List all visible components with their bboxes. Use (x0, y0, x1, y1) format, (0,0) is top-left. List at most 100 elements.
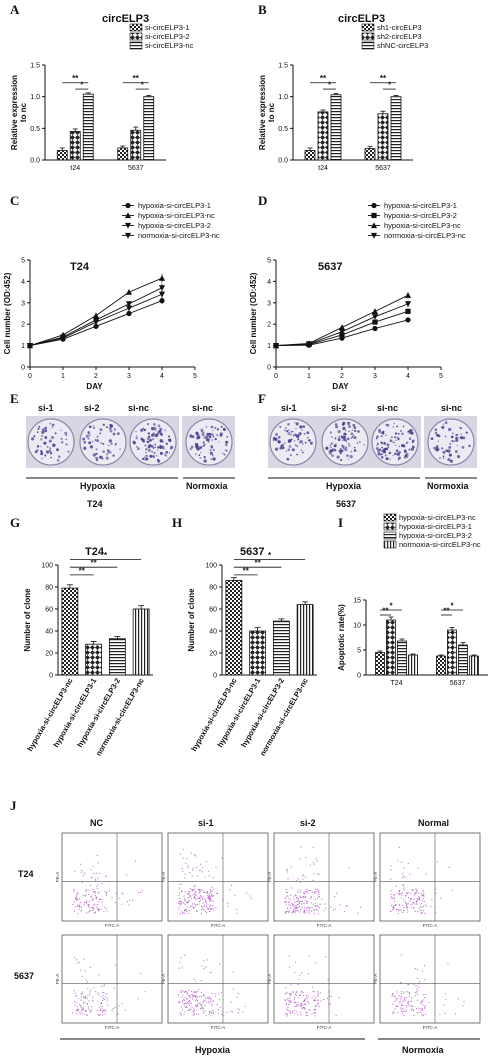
colony-dish-e-4-colony-20 (223, 453, 226, 456)
bar-H-3 (296, 604, 314, 676)
flow-plot-0-3-dot-50 (390, 897, 392, 900)
flow-plot-0-3-dot-29 (423, 892, 425, 894)
colony-dish-f-2-rim (321, 418, 369, 466)
flow-plot-0-1-ylabel: PE-A (161, 872, 166, 883)
flow-plot-1-3-dot-100 (414, 995, 416, 997)
flow-plot-0-2-dot-122 (306, 911, 308, 913)
colony-dish-e-4-colony-52 (197, 435, 201, 439)
flow-plot-1-3-dot-40 (416, 994, 419, 996)
colony-dish-e-1-colony-26 (60, 437, 63, 440)
flow-plot-1-2-dot-29 (286, 999, 288, 1001)
flow-plot-0-1-dot-106 (191, 875, 193, 877)
flow-plot-1-2-dot-43 (290, 1001, 292, 1003)
flow-plot-0-0-dot-28 (84, 895, 86, 897)
flow-plot-1-1-dot-164 (183, 1004, 185, 1006)
colony-dish-e-2-colony-28 (109, 429, 113, 433)
colony-dish-f-2-colony-47 (351, 429, 353, 432)
flow-plot-0-3-dot-65 (400, 897, 402, 899)
flow-plot-1-2-dot-90 (293, 1001, 295, 1003)
colony-dish-f-2-colony-50 (350, 450, 353, 453)
flow-plot-0-1-dot-203 (184, 900, 186, 902)
bar-G-2 (108, 638, 126, 676)
flow-plot-1-3-dot-51 (421, 1009, 423, 1011)
colony-dish-f-2-colony-34 (353, 449, 357, 452)
flow-plot-1-3-dot-14 (396, 1005, 398, 1007)
flow-plot-1-2-dot-82 (289, 1011, 291, 1013)
flow-plot-0-0-dot-103 (88, 900, 91, 903)
point-C-0-3 (126, 310, 132, 317)
flow-plot-0-1-dot-107 (193, 888, 195, 890)
flow-plot-1-1-dot-79 (183, 990, 185, 992)
colony-dish-e-3-colony-20 (149, 454, 153, 458)
flow-plot-1-3-dot-73 (398, 995, 400, 997)
flow-plot-1-2-dot-5 (319, 992, 321, 994)
colony-dish-e-4-colony-60 (203, 459, 207, 463)
flow-plot-0-2-dot-69 (318, 906, 320, 909)
flow-plot-0-3-ylabel: PE-A (373, 872, 378, 883)
colony-dish-f-2-colony-69 (341, 444, 343, 447)
flow-plot-1-0-dot-6 (76, 1013, 78, 1015)
flow-plot-0-1-dot-36 (188, 893, 191, 895)
flow-plot-1-0-dot-91 (89, 989, 91, 991)
colony-dish-f-1-colony-34 (283, 442, 286, 444)
colony-dish-e-4-colony-21 (226, 435, 229, 438)
colony-dish-f-3-colony-5 (385, 457, 389, 461)
colony-dish-f-2-colony-59 (345, 440, 347, 442)
flow-plot-0-1-dot-212 (198, 897, 200, 899)
flow-plot-1-2-dot-113 (286, 1015, 288, 1017)
flow-plot-0-3-dot-55 (392, 909, 394, 911)
bar-I-0-0 (375, 652, 385, 676)
flow-plot-0-2-dot-16 (295, 904, 297, 906)
colony-dish-f-3-colony-83 (377, 435, 379, 437)
colony-dish-f-3-colony-86 (402, 425, 405, 428)
flow-plot-1-0-dot-4 (82, 1002, 85, 1005)
flow-plot-0-1-dot-206 (210, 900, 212, 902)
flow-plot-1-1-dot-56 (193, 991, 195, 993)
flow-plot-1-3-dot-2 (418, 981, 421, 983)
flow-plot-1-2-dot-74 (314, 997, 316, 999)
flow-plot-0-1-dot-14 (188, 891, 191, 893)
flow-plot-0-1-dot-48 (196, 910, 198, 912)
flow-plot-0-1-dot-37 (205, 905, 208, 908)
colony-dish-e-3-colony-74 (170, 447, 172, 450)
flow-plot-1-0-dot-75 (76, 1006, 78, 1008)
y-tick-label-B-2: 1.0 (278, 94, 288, 101)
flow-plot-0-0-dot-91 (93, 904, 95, 906)
flow-plot-0-1-dot-4 (227, 905, 229, 908)
colony-dish-e-2-colony-52 (109, 427, 112, 430)
colony-dish-e-3-colony-50 (150, 426, 155, 431)
flow-plot-1-2-dot-54 (316, 1004, 318, 1006)
point-C-3-3 (125, 301, 133, 307)
colony-dish-f-4-colony-4 (447, 457, 451, 462)
colony-dish-f-3-colony-33 (396, 452, 400, 456)
flow-plot-0-2-dot-167 (314, 892, 316, 895)
flow-plot-0-0-dot-119 (85, 912, 88, 914)
flow-plot-0-1-dot-159 (205, 899, 207, 902)
flow-plot-1-0-dot-113 (124, 1009, 126, 1011)
sig-mark-I-0: * (389, 602, 393, 611)
y-tick-label-C-4: 4 (21, 279, 25, 286)
flow-plot-1-3-dot-68 (407, 991, 409, 993)
flow-plot-0-3-dot-33 (401, 877, 403, 879)
flow-plot-0-1-dot-93 (202, 909, 204, 911)
colony-dish-e-1-colony-46 (41, 430, 45, 434)
flow-plot-0-3-dot-129 (390, 865, 392, 867)
flow-plot-1-0-dot-110 (85, 1014, 88, 1016)
colony-dish-e-2-colony-47 (92, 453, 96, 457)
flow-plot-0-3-dot-93 (404, 876, 406, 878)
point-D-3-1 (305, 341, 313, 347)
flow-plot-0-1-dot-46 (191, 889, 193, 891)
flow-plot-1-2-dot-148 (300, 992, 302, 994)
flow-plot-0-2-dot-155 (298, 899, 300, 901)
colony-dish-e-2-colony-16 (88, 425, 92, 429)
bar-G-3 (132, 608, 150, 676)
colony-dish-e-1-colony-0 (44, 454, 47, 457)
well-label-f-3: si-nc (377, 403, 398, 413)
flow-plot-1-3-dot-115 (406, 1001, 408, 1004)
flow-plot-0-2-dot-18 (297, 903, 300, 905)
colony-dish-e-2-colony-14 (87, 431, 91, 434)
flow-plot-0-3-dot-62 (401, 861, 403, 863)
flow-plot-1-2-dot-111 (297, 984, 299, 986)
flow-plot-0-2-dot-142 (302, 878, 304, 880)
flow-plot-0-1-dot-190 (182, 871, 184, 873)
